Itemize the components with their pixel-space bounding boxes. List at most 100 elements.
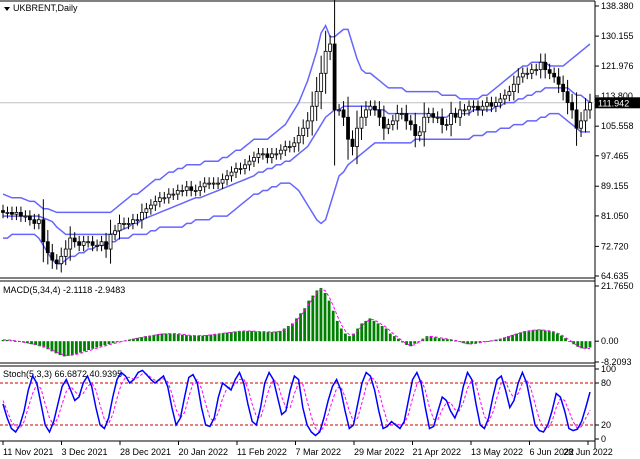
candle-body: [54, 259, 59, 265]
candle-body: [36, 219, 41, 224]
candle-body: [50, 252, 55, 261]
macd-histogram-bar: [176, 334, 180, 342]
candle-body: [444, 124, 449, 126]
candle-body: [41, 219, 46, 243]
macd-histogram-bar: [311, 295, 315, 342]
candle-body: [32, 219, 37, 224]
candle-body: [229, 171, 234, 177]
macd-histogram-bar: [405, 341, 408, 345]
candle-body: [117, 223, 122, 232]
macd-histogram-bar: [254, 331, 258, 342]
macd-histogram-bar: [523, 331, 527, 342]
candle-body: [189, 186, 194, 191]
stoch-main-line: [2, 369, 591, 437]
macd-histogram-bar: [470, 341, 474, 344]
candle-body: [395, 113, 400, 122]
price-tick-label: 105.558: [601, 121, 634, 131]
macd-histogram-bar: [360, 323, 364, 342]
price-tick-label: 121.976: [601, 61, 634, 71]
candle-body: [5, 212, 10, 214]
candle-body: [337, 109, 341, 112]
macd-histogram-bar: [132, 338, 135, 342]
candle-body: [314, 91, 319, 107]
macd-histogram-bar: [560, 335, 563, 342]
price-tick-label: 81.050: [601, 211, 629, 221]
stoch-tick-label: 20: [601, 420, 611, 430]
candle-body: [426, 113, 431, 118]
macd-histogram-bar: [233, 331, 237, 342]
macd-histogram-bar: [107, 341, 111, 345]
candle-body: [81, 241, 86, 246]
macd-histogram-bar: [189, 335, 192, 342]
macd-histogram-bar: [79, 341, 82, 353]
macd-histogram-bar: [291, 323, 294, 342]
symbol-title: UKBRENT,Daily: [13, 3, 78, 13]
candle-body: [588, 102, 592, 111]
macd-histogram-bar: [156, 334, 160, 342]
stoch-tick-label: 80: [601, 378, 611, 388]
candle-body: [287, 146, 292, 148]
x-tick-label: 21 Apr 2022: [413, 447, 462, 457]
macd-histogram-bar: [401, 341, 404, 343]
macd-histogram-bar: [494, 339, 498, 342]
candle-body: [207, 182, 212, 185]
macd-histogram-bar: [172, 333, 176, 342]
macd-histogram-bar: [278, 331, 282, 342]
candle-body: [247, 160, 252, 166]
candle-body: [341, 109, 346, 118]
candle-body: [323, 50, 328, 74]
macd-histogram-bar: [262, 331, 266, 342]
macd-histogram-bar: [445, 339, 449, 342]
macd-histogram-bar: [66, 341, 70, 356]
price-panel[interactable]: UKBRENT,Daily 138.380 130.155 121.976 113.8…: [0, 0, 640, 449]
macd-histogram-bar: [54, 341, 58, 354]
candle-body: [453, 113, 458, 118]
macd-histogram-bar: [201, 335, 205, 342]
current-price-label: 111.942: [598, 98, 629, 108]
candle-body: [202, 182, 207, 188]
candle-body: [27, 215, 32, 221]
macd-histogram-bar: [352, 333, 355, 342]
candle-body: [166, 193, 171, 199]
macd-histogram-bar: [303, 308, 307, 342]
macd-panel[interactable]: MACD(5,34,4) -2.1118 -2.9483 21.7650 0.00…: [0, 280, 634, 367]
candle-body: [556, 76, 561, 85]
candle-body: [350, 138, 355, 147]
candle-body: [180, 190, 185, 192]
candle-body: [90, 241, 95, 246]
candle-body: [77, 241, 82, 246]
macd-histogram-bar: [242, 331, 245, 342]
candle-body: [583, 109, 588, 122]
candle-body: [543, 61, 548, 71]
symbol-dropdown-icon[interactable]: [4, 7, 10, 11]
macd-histogram-bar: [348, 336, 351, 342]
candle-body: [68, 237, 73, 250]
candle-body: [364, 109, 368, 118]
candle-body: [278, 149, 283, 155]
x-tick-label: 29 Mar 2022: [354, 447, 405, 457]
macd-histogram-bar: [205, 335, 209, 342]
candle-body: [355, 127, 359, 147]
candle-body: [260, 153, 265, 156]
candle-body: [359, 116, 364, 129]
macd-histogram-bar: [425, 336, 429, 342]
macd-histogram-bar: [417, 341, 421, 342]
macd-histogram-bar: [335, 320, 339, 342]
macd-histogram-bar: [519, 332, 523, 342]
macd-histogram-bar: [539, 329, 543, 342]
macd-histogram-bar: [148, 335, 152, 342]
x-tick-label: 11 Nov 2021: [3, 447, 53, 457]
stoch-panel[interactable]: Stoch(5,3,3) 66.6872 40.9395 100 80 20 0: [0, 364, 616, 444]
x-axis: 11 Nov 2021 3 Dec 2021 28 Dec 2021 20 Jan 2…: [2, 441, 613, 457]
candle-body: [552, 72, 557, 78]
macd-histogram-bar: [450, 339, 453, 342]
stoch-title: Stoch(5,3,3) 66.6872 40.9395: [3, 369, 122, 379]
candle-body: [565, 91, 570, 103]
macd-histogram-bar: [498, 338, 502, 342]
macd-histogram-bar: [299, 313, 302, 342]
macd-histogram-bar: [140, 337, 143, 342]
candle-body: [498, 98, 503, 103]
candle-body: [413, 124, 418, 136]
candle-body: [59, 255, 64, 265]
